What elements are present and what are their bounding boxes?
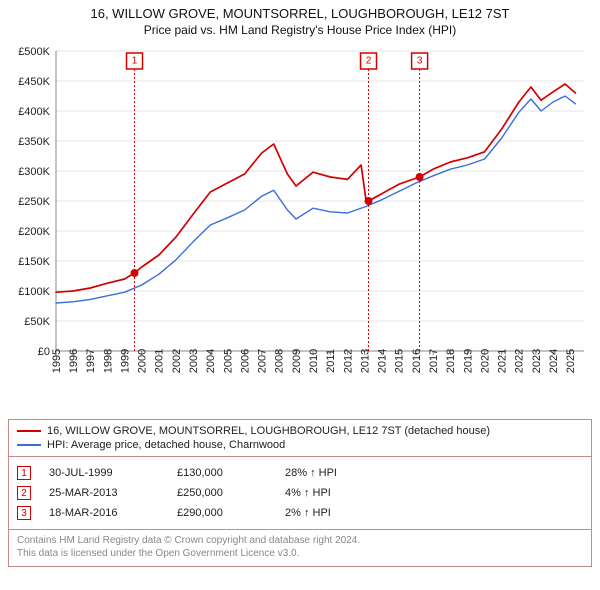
legend-swatch — [17, 430, 41, 432]
event-date: 18-MAR-2016 — [49, 507, 159, 519]
svg-text:2023: 2023 — [531, 349, 543, 373]
svg-text:2017: 2017 — [428, 349, 440, 373]
svg-text:2020: 2020 — [479, 349, 491, 373]
svg-text:2022: 2022 — [514, 349, 526, 373]
svg-text:3: 3 — [417, 56, 423, 67]
svg-text:1: 1 — [132, 56, 138, 67]
footer-attribution: Contains HM Land Registry data © Crown c… — [8, 530, 592, 567]
svg-text:2012: 2012 — [342, 349, 354, 373]
svg-text:£150K: £150K — [18, 256, 50, 268]
svg-text:2007: 2007 — [257, 349, 269, 373]
event-price: £130,000 — [177, 467, 267, 479]
svg-text:£400K: £400K — [18, 106, 50, 118]
legend-label: 16, WILLOW GROVE, MOUNTSORREL, LOUGHBORO… — [47, 425, 490, 437]
svg-text:£50K: £50K — [24, 316, 50, 328]
svg-text:2018: 2018 — [445, 349, 457, 373]
chart-container: 16, WILLOW GROVE, MOUNTSORREL, LOUGHBORO… — [0, 0, 600, 575]
svg-text:£250K: £250K — [18, 196, 50, 208]
svg-text:£0: £0 — [38, 346, 50, 358]
event-date: 25-MAR-2013 — [49, 487, 159, 499]
event-row: 1 30-JUL-1999 £130,000 28% ↑ HPI — [17, 463, 583, 483]
legend-label: HPI: Average price, detached house, Char… — [47, 439, 285, 451]
chart-subtitle: Price paid vs. HM Land Registry's House … — [8, 23, 592, 37]
legend-item: 16, WILLOW GROVE, MOUNTSORREL, LOUGHBORO… — [17, 424, 583, 438]
svg-text:1999: 1999 — [119, 349, 131, 373]
svg-text:2000: 2000 — [137, 349, 149, 373]
event-diff: 28% ↑ HPI — [285, 467, 375, 479]
svg-text:2003: 2003 — [188, 349, 200, 373]
event-price: £250,000 — [177, 487, 267, 499]
legend-item: HPI: Average price, detached house, Char… — [17, 438, 583, 452]
svg-text:£500K: £500K — [18, 46, 50, 58]
event-marker: 3 — [17, 506, 31, 520]
svg-text:2019: 2019 — [462, 349, 474, 373]
svg-text:2001: 2001 — [154, 349, 166, 373]
svg-text:2005: 2005 — [222, 349, 234, 373]
event-row: 2 25-MAR-2013 £250,000 4% ↑ HPI — [17, 483, 583, 503]
event-marker: 2 — [17, 486, 31, 500]
svg-text:2010: 2010 — [308, 349, 320, 373]
event-date: 30-JUL-1999 — [49, 467, 159, 479]
svg-text:2004: 2004 — [205, 349, 217, 373]
svg-text:2006: 2006 — [239, 349, 251, 373]
svg-text:2002: 2002 — [171, 349, 183, 373]
legend-swatch — [17, 444, 41, 446]
svg-text:£100K: £100K — [18, 286, 50, 298]
svg-text:2024: 2024 — [548, 349, 560, 373]
svg-text:£450K: £450K — [18, 76, 50, 88]
footer-line-2: This data is licensed under the Open Gov… — [17, 547, 583, 560]
chart-title: 16, WILLOW GROVE, MOUNTSORREL, LOUGHBORO… — [8, 6, 592, 21]
event-diff: 2% ↑ HPI — [285, 507, 375, 519]
svg-text:2021: 2021 — [497, 349, 509, 373]
svg-text:1995: 1995 — [51, 349, 63, 373]
svg-text:1996: 1996 — [68, 349, 80, 373]
events-table: 1 30-JUL-1999 £130,000 28% ↑ HPI 2 25-MAR-201… — [8, 457, 592, 530]
svg-text:2013: 2013 — [359, 349, 371, 373]
svg-text:1997: 1997 — [85, 349, 97, 373]
svg-text:2015: 2015 — [394, 349, 406, 373]
svg-text:2014: 2014 — [377, 349, 389, 373]
svg-text:£350K: £350K — [18, 136, 50, 148]
svg-text:2011: 2011 — [325, 349, 337, 373]
svg-text:2009: 2009 — [291, 349, 303, 373]
event-marker: 1 — [17, 466, 31, 480]
chart-plot: £0 £50K £100K £150K £200K £250K £300K £350K £400… — [8, 43, 592, 413]
event-row: 3 18-MAR-2016 £290,000 2% ↑ HPI — [17, 503, 583, 523]
footer-line-1: Contains HM Land Registry data © Crown c… — [17, 534, 583, 547]
event-price: £290,000 — [177, 507, 267, 519]
svg-text:£200K: £200K — [18, 226, 50, 238]
legend-box: 16, WILLOW GROVE, MOUNTSORREL, LOUGHBORO… — [8, 419, 592, 457]
svg-text:£300K: £300K — [18, 166, 50, 178]
svg-text:2008: 2008 — [274, 349, 286, 373]
event-diff: 4% ↑ HPI — [285, 487, 375, 499]
svg-text:2: 2 — [366, 56, 372, 67]
svg-text:2016: 2016 — [411, 349, 423, 373]
svg-text:2025: 2025 — [565, 349, 577, 373]
svg-text:1998: 1998 — [102, 349, 114, 373]
